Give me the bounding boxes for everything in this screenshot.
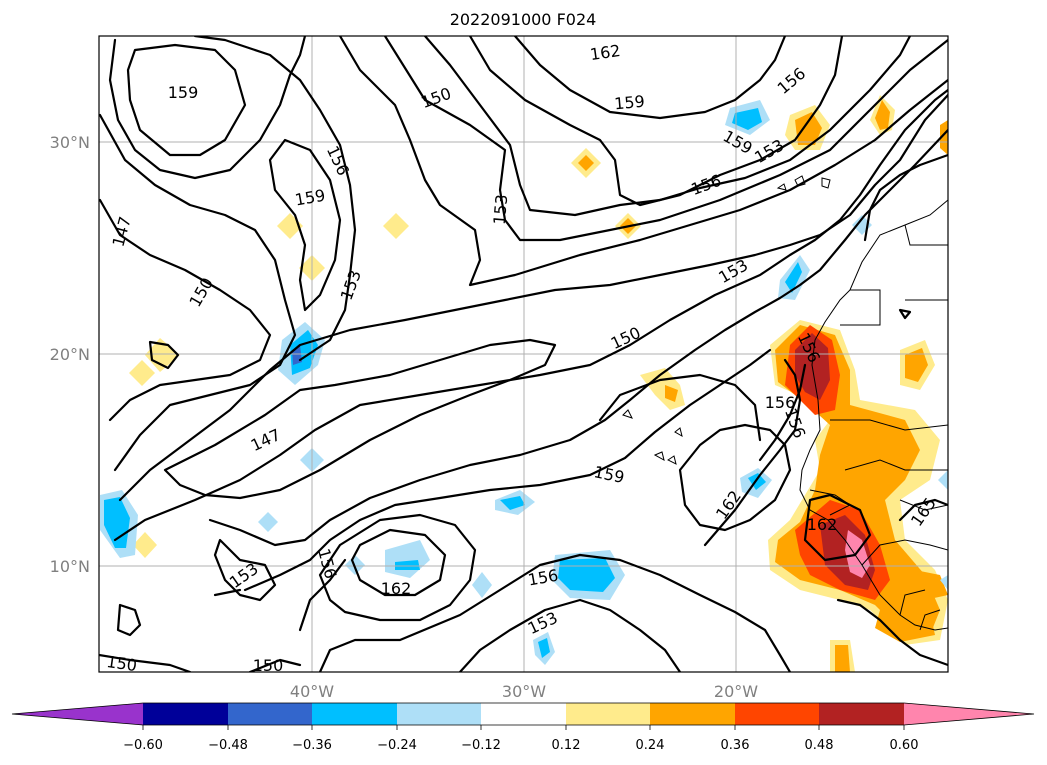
lon-label: 40°W (290, 682, 334, 701)
colorbar-tick: −0.12 (461, 738, 501, 753)
colorbar-tick: 0.48 (805, 738, 834, 753)
colorbar-tick: −0.48 (208, 738, 248, 753)
svg-text:150: 150 (253, 656, 284, 675)
map-frame (98, 35, 949, 673)
lat-label: 10°N (50, 557, 90, 576)
lat-label: 20°N (50, 345, 90, 364)
colorbar-tick: 0.24 (636, 738, 665, 753)
colorbar-segment (481, 703, 566, 725)
axis-labels: 30°N 20°N 10°N 40°W 30°W 20°W (50, 133, 759, 701)
svg-text:162: 162 (381, 579, 412, 598)
lat-label: 30°N (50, 133, 90, 152)
svg-text:159: 159 (613, 92, 645, 114)
colorbar-segment (735, 703, 819, 725)
colorbar-tick: −0.24 (377, 738, 417, 753)
colorbar: −0.60 −0.48 −0.36 −0.24 −0.12 0.12 0.24 … (11, 702, 1035, 753)
colorbar-extend-low (12, 703, 143, 725)
svg-text:150: 150 (105, 652, 138, 675)
svg-text:156: 156 (765, 393, 796, 412)
colorbar-segment (228, 703, 312, 725)
colorbar-segment (819, 703, 904, 725)
lon-label: 20°W (714, 682, 758, 701)
map-title: 2022091000 F024 (450, 10, 597, 29)
colorbar-tick: −0.60 (123, 738, 163, 753)
colorbar-segment (566, 703, 650, 725)
colorbar-tick: −0.36 (292, 738, 332, 753)
lon-label: 30°W (502, 682, 546, 701)
colorbar-segment (397, 703, 481, 725)
svg-text:159: 159 (168, 83, 199, 102)
colorbar-segment (650, 703, 735, 725)
svg-text:162: 162 (589, 41, 622, 64)
colorbar-extend-high (904, 703, 1034, 725)
shading-layer (100, 95, 948, 672)
colorbar-tick: 0.12 (552, 738, 581, 753)
colorbar-tick: 0.60 (890, 738, 919, 753)
svg-text:162: 162 (807, 515, 838, 534)
height-contours (99, 36, 948, 672)
coastlines (622, 175, 948, 631)
graticule (99, 36, 948, 672)
svg-text:153: 153 (490, 193, 512, 225)
colorbar-tick: 0.36 (721, 738, 750, 753)
colorbar-segment (143, 703, 228, 725)
colorbar-segment (312, 703, 397, 725)
